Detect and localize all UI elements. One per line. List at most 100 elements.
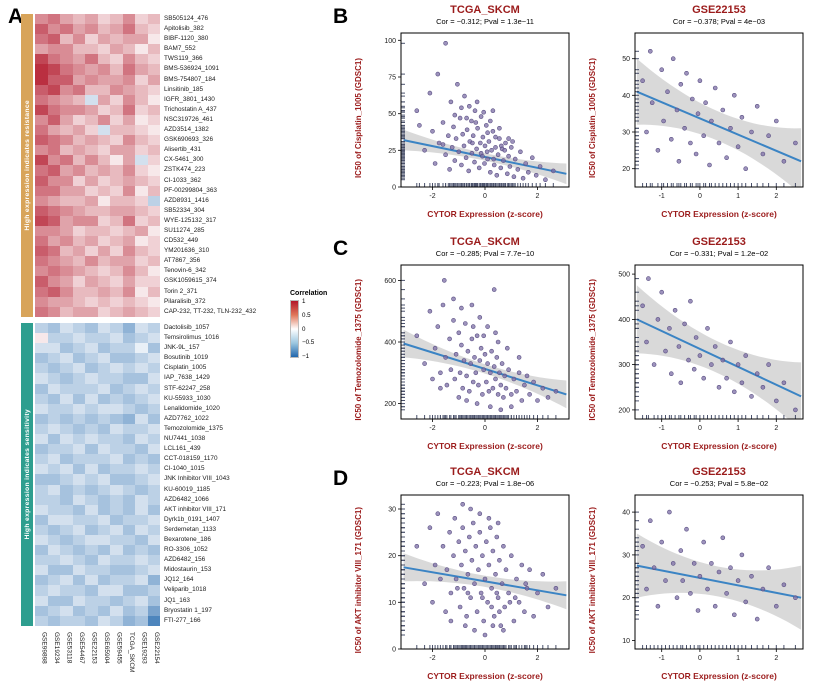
heatmap-cell [147, 393, 160, 404]
heatmap-cell [97, 333, 110, 344]
heatmap-cell [135, 494, 148, 505]
heatmap-cell [72, 605, 85, 616]
heatmap-row: FTI-277_166 [35, 615, 230, 626]
heatmap-cell [122, 494, 135, 505]
heatmap-cell [35, 343, 48, 354]
heatmap-cell [85, 246, 98, 257]
heatmap-cell [72, 444, 85, 455]
heatmap-row-label: Veliparib_1018 [164, 586, 207, 594]
heatmap-cell [97, 444, 110, 455]
heatmap-cell [97, 343, 110, 354]
svg-text:0: 0 [698, 425, 702, 432]
heatmap-cell [110, 175, 123, 186]
heatmap-cell [35, 296, 48, 307]
heatmap-cell [35, 205, 48, 216]
heatmap-cell [60, 363, 73, 374]
heatmap-cell [72, 434, 85, 445]
heatmap-cell [60, 454, 73, 465]
heatmap-cell [72, 236, 85, 247]
heatmap-cell [60, 545, 73, 556]
heatmap-cell [122, 605, 135, 616]
heatmap-cell [47, 14, 60, 25]
heatmap-cell [35, 286, 48, 297]
heatmap-cell [85, 215, 98, 226]
svg-text:50: 50 [388, 111, 396, 118]
heatmap-cell [72, 484, 85, 495]
heatmap-cell [47, 575, 60, 586]
heatmap-row: AZD7762_1022 [35, 413, 230, 424]
heatmap-cell [72, 575, 85, 586]
heatmap-cell [110, 413, 123, 424]
heatmap-cell [35, 74, 48, 85]
heatmap-cell [110, 296, 123, 307]
heatmap-cell [97, 484, 110, 495]
heatmap-cell [147, 306, 160, 317]
heatmap-cell [147, 286, 160, 297]
svg-text:400: 400 [384, 340, 396, 347]
heatmap-cell [47, 215, 60, 226]
panel-c: C TCGA_SKCM Cor = −0.285; Pval = 7.7e−10… [333, 236, 819, 451]
heatmap-row-label: GSK690693_326 [164, 136, 214, 144]
heatmap-row: SB52334_304 [35, 205, 256, 216]
heatmap-cell [47, 94, 60, 105]
heatmap-cell [85, 114, 98, 126]
x-axis-label: CYTOR Expression (z-score) [427, 441, 543, 451]
heatmap-cell [110, 393, 123, 404]
heatmap-row: CAP-232, TT-232, TLN-232_432 [35, 306, 256, 317]
heatmap-cell [122, 114, 135, 126]
heatmap-cell [97, 393, 110, 404]
heatmap-row: AZD8931_1416 [35, 195, 256, 206]
heatmap-cell [47, 266, 60, 277]
heatmap-cell [110, 125, 123, 136]
heatmap-cell [47, 125, 60, 136]
heatmap-resistance-rows: SB505124_476 Apitolisib_382 BIBF-1120_380 B… [35, 14, 256, 317]
heatmap-row: YM201636_310 [35, 246, 256, 257]
heatmap-cell [72, 565, 85, 576]
heatmap-row: AZD6482_1066 [35, 494, 230, 505]
heatmap-cell [97, 64, 110, 75]
heatmap-cell [60, 353, 73, 364]
heatmap-cell [35, 94, 48, 105]
heatmap-col-label: GSE59455 [115, 632, 123, 664]
heatmap-row: GSK1059615_374 [35, 276, 256, 287]
panel-letter-a: A [8, 5, 24, 28]
heatmap-row: IAP_7638_1429 [35, 373, 230, 384]
heatmap-row: NSC319726_461 [35, 114, 256, 126]
heatmap-row-label: SB52334_304 [164, 206, 205, 214]
heatmap-cell [72, 14, 85, 25]
heatmap-cell [147, 34, 160, 45]
heatmap-cell [35, 555, 48, 566]
heatmap-cell [122, 74, 135, 85]
heatmap-cell [60, 393, 73, 404]
heatmap-cell [85, 343, 98, 354]
svg-text:20: 20 [622, 166, 630, 173]
sensitivity-group-bar: High expression indicates sensitivity [21, 323, 33, 626]
heatmap-cell [47, 74, 60, 85]
heatmap-cell [72, 225, 85, 237]
heatmap-cell [85, 296, 98, 307]
heatmap-cell [110, 575, 123, 586]
heatmap-cell [60, 484, 73, 495]
heatmap-cell [72, 615, 85, 626]
heatmap-cell [122, 34, 135, 45]
heatmap-cell [97, 383, 110, 394]
heatmap-cell [60, 24, 73, 35]
heatmap-cell [85, 423, 98, 435]
heatmap-cell [97, 454, 110, 465]
x-axis-label: CYTOR Expression (z-score) [661, 209, 777, 219]
heatmap-cell [60, 215, 73, 226]
heatmap-row-label: Dactolisib_1057 [164, 324, 210, 331]
heatmap-cell [135, 373, 148, 384]
heatmap-cell [147, 145, 160, 156]
heatmap-cell [35, 534, 48, 546]
plot-subtitle: Cor = −0.331; Pval = 1.2e−02 [669, 249, 769, 258]
heatmap-cell [47, 605, 60, 616]
heatmap-row: IGFR_3801_1430 [35, 94, 256, 105]
heatmap-row: GSK690693_326 [35, 135, 256, 146]
heatmap-cell [122, 175, 135, 186]
heatmap-cell [135, 24, 148, 35]
heatmap-cell [122, 135, 135, 146]
heatmap-cell [72, 44, 85, 55]
heatmap-cell [72, 256, 85, 267]
